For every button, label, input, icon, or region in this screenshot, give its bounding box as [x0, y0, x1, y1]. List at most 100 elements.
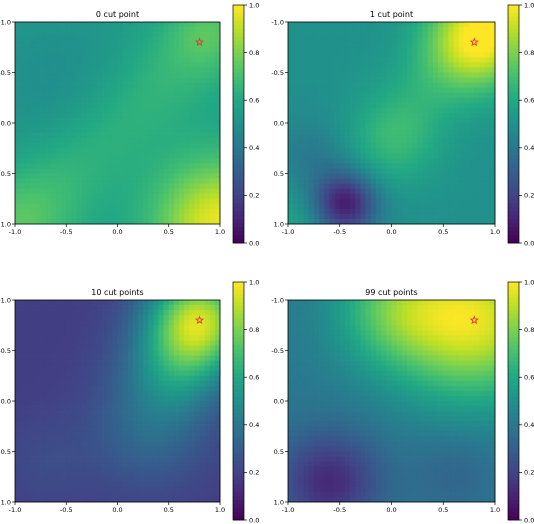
heatmap-cell — [50, 360, 57, 366]
heatmap-cell — [56, 193, 62, 200]
heatmap-cell — [107, 188, 113, 195]
heatmap-cell — [484, 168, 491, 174]
heatmap-cell — [334, 153, 341, 159]
heatmap-cell — [469, 208, 475, 215]
heatmap-cell — [189, 87, 195, 94]
heatmap-cell — [66, 133, 72, 139]
colorbar-segment — [508, 147, 519, 153]
heatmap-cell — [40, 188, 47, 195]
heatmap-cell — [97, 360, 103, 366]
heatmap-cell — [214, 77, 221, 83]
heatmap-cell — [453, 123, 460, 129]
heatmap-cell — [117, 360, 123, 366]
heatmap-cell — [489, 173, 496, 179]
heatmap-cell — [204, 72, 211, 78]
heatmap-cell — [127, 193, 134, 200]
heatmap-cell — [209, 431, 216, 437]
heatmap-cell — [112, 32, 118, 38]
heatmap-cell — [319, 97, 325, 104]
heatmap-cell — [45, 416, 52, 422]
heatmap-cell — [132, 320, 139, 326]
colorbar-tick-label: 0.4 — [524, 144, 534, 152]
heatmap-cell — [91, 360, 98, 366]
heatmap-cell — [443, 208, 449, 215]
heatmap-cell — [204, 365, 211, 372]
heatmap-cell — [20, 355, 26, 361]
heatmap-cell — [76, 421, 82, 427]
heatmap-cell — [40, 72, 47, 78]
heatmap-cell — [184, 32, 190, 38]
heatmap-cell — [153, 117, 159, 124]
heatmap-cell — [204, 208, 211, 215]
heatmap-cell — [194, 87, 200, 94]
heatmap-cell — [102, 112, 108, 119]
heatmap-cell — [443, 158, 449, 164]
heatmap-cell — [448, 153, 454, 159]
heatmap-cell — [86, 481, 93, 488]
heatmap-cell — [86, 446, 93, 452]
heatmap-cell — [35, 77, 41, 83]
heatmap-cell — [107, 446, 113, 452]
heatmap-cell — [20, 491, 26, 498]
heatmap-cell — [194, 62, 200, 68]
heatmap-cell — [25, 148, 31, 154]
heatmap-cell — [194, 193, 200, 200]
heatmap-cell — [401, 102, 408, 109]
heatmap-cell — [20, 395, 26, 402]
heatmap-cell — [453, 62, 460, 68]
heatmap-cell — [91, 92, 98, 99]
heatmap-cell — [375, 37, 382, 43]
heatmap-cell — [214, 208, 221, 215]
heatmap-cell — [339, 213, 346, 220]
heatmap-cell — [179, 77, 185, 83]
heatmap-cell — [168, 67, 175, 73]
heatmap-cell — [97, 62, 103, 68]
heatmap-cell — [469, 173, 475, 179]
heatmap-cell — [463, 107, 470, 114]
heatmap-cell — [199, 102, 205, 109]
heatmap-cell — [112, 385, 118, 392]
heatmap-cell — [76, 213, 82, 220]
heatmap-cell — [40, 158, 47, 164]
heatmap-cell — [438, 128, 444, 134]
heatmap-cell — [66, 107, 72, 114]
heatmap-cell — [443, 138, 449, 144]
heatmap-cell — [30, 218, 36, 225]
heatmap-cell — [432, 138, 439, 144]
heatmap-cell — [45, 395, 52, 402]
heatmap-cell — [427, 173, 434, 179]
heatmap-cell — [107, 203, 113, 210]
heatmap-cell — [30, 486, 36, 493]
heatmap-cell — [112, 310, 118, 316]
heatmap-cell — [453, 22, 460, 28]
heatmap-cell — [50, 218, 57, 225]
heatmap-cell — [127, 107, 134, 114]
heatmap-cell — [474, 123, 480, 129]
heatmap-cell — [91, 138, 98, 144]
heatmap-cell — [50, 112, 57, 119]
heatmap-cell — [184, 42, 190, 48]
heatmap-cell — [479, 92, 485, 99]
heatmap-cell — [298, 72, 304, 78]
heatmap-cell — [40, 486, 47, 493]
heatmap-cell — [184, 163, 190, 169]
heatmap-cell — [386, 138, 392, 144]
heatmap-cell — [61, 300, 67, 306]
heatmap-cell — [86, 416, 93, 422]
heatmap-cell — [25, 370, 31, 377]
heatmap-cell — [194, 441, 200, 447]
heatmap-cell — [324, 138, 330, 144]
heatmap-cell — [173, 305, 180, 311]
heatmap-cell — [189, 380, 195, 387]
heatmap-cell — [179, 82, 185, 88]
heatmap-cell — [86, 471, 93, 478]
heatmap-cell — [448, 123, 454, 129]
heatmap-cell — [173, 315, 180, 321]
heatmap-cell — [479, 128, 485, 134]
heatmap-cell — [407, 133, 413, 139]
heatmap-cell — [25, 153, 31, 159]
heatmap-cell — [143, 320, 149, 326]
heatmap-cell — [293, 117, 299, 124]
heatmap-cell — [122, 107, 129, 114]
heatmap-cell — [127, 123, 134, 129]
